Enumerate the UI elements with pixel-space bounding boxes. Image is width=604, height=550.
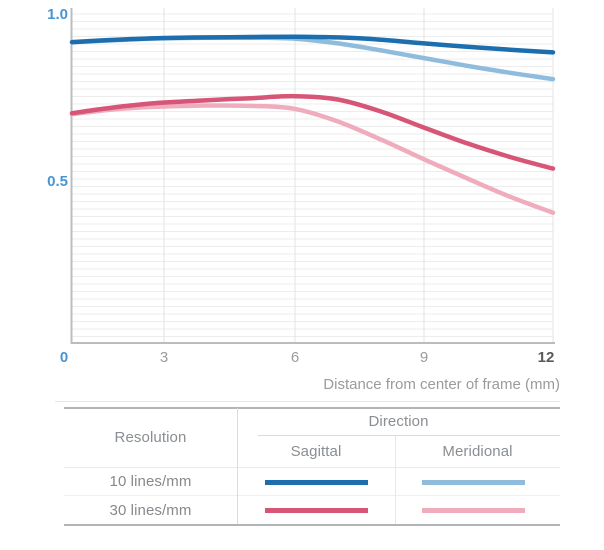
x-tick-label: 12 [538, 349, 555, 366]
x-tick-label: 6 [291, 349, 299, 366]
curve-30-lines-mm-sagittal [69, 93, 556, 171]
legend-table-top-border [64, 407, 560, 409]
y-tick-label: 0.5 [47, 173, 68, 190]
curve-10-lines-mm-sagittal [69, 34, 556, 55]
x-tick-label: 0 [60, 349, 68, 366]
legend-swatch-30-sagittal [265, 508, 368, 513]
curve-30-lines-mm-meridional [69, 103, 556, 215]
legend-swatch-10-meridional [422, 480, 525, 485]
legend-row-separator [64, 495, 560, 496]
legend-direction-divider [395, 436, 396, 524]
direction-underline [258, 435, 560, 436]
legend-resolution-header: Resolution [114, 429, 187, 446]
legend-column-divider [237, 408, 238, 524]
table-top-hairline [55, 401, 560, 402]
legend-row-separator [64, 467, 560, 468]
legend-table-bottom-border [64, 524, 560, 526]
legend-swatch-10-sagittal [265, 480, 368, 485]
x-tick-label: 9 [420, 349, 428, 366]
y-tick-label: 1.0 [47, 6, 68, 23]
mtf-line-chart: 1.0 0.5 0 3 6 9 12 Distance from center of fram… [47, 6, 560, 393]
legend-row-10-label: 10 lines/mm [109, 473, 192, 490]
x-tick-label: 3 [160, 349, 168, 366]
legend-row-30-label: 30 lines/mm [109, 501, 192, 519]
legend-sagittal-header: Sagittal [290, 443, 342, 460]
legend-direction-header: Direction [368, 413, 429, 430]
legend-swatch-30-meridional [422, 508, 525, 513]
legend-meridional-header: Meridional [442, 443, 513, 460]
x-axis-title: Distance from center of frame (mm) [323, 376, 560, 393]
